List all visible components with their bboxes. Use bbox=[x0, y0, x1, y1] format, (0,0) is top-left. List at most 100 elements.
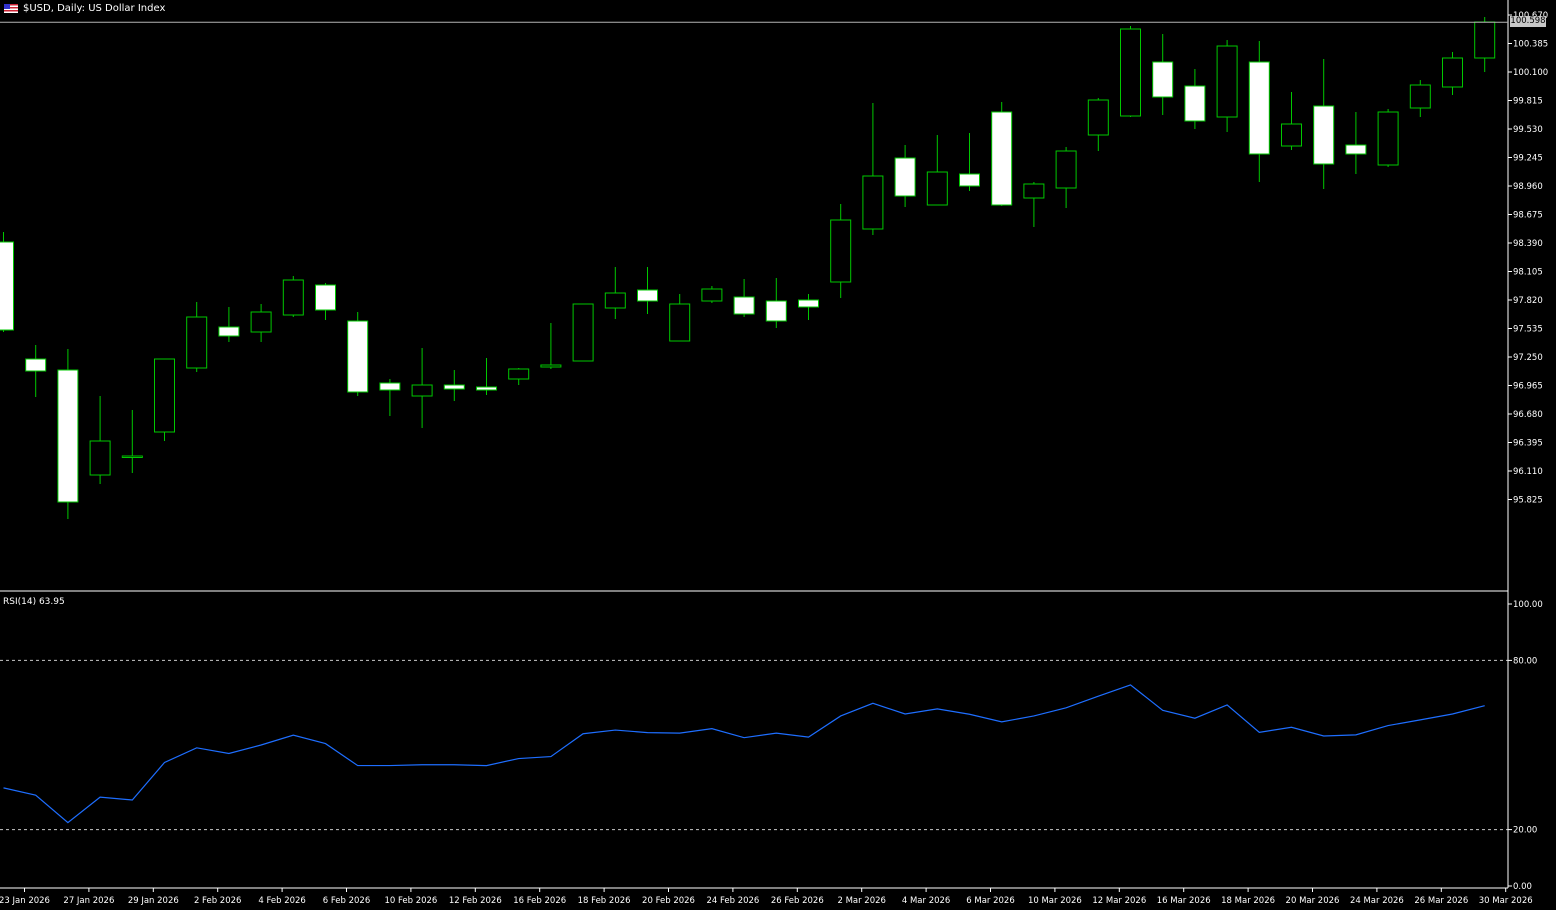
time-tick-label: 4 Mar 2026 bbox=[902, 896, 950, 906]
candle bbox=[959, 133, 980, 191]
candle-body bbox=[862, 175, 884, 230]
candle bbox=[540, 323, 562, 369]
time-tick-label: 2 Feb 2026 bbox=[194, 896, 242, 906]
time-tick-label: 18 Mar 2026 bbox=[1221, 896, 1275, 906]
price-tick-label: 100.385 bbox=[1513, 40, 1548, 50]
flag-icon bbox=[4, 4, 18, 13]
candle bbox=[347, 312, 369, 396]
candle bbox=[991, 102, 1013, 206]
rsi-axis: 100.00 80.00 20.00 0.00 bbox=[1508, 600, 1543, 892]
candle-body bbox=[1248, 61, 1270, 155]
candle bbox=[282, 276, 304, 317]
candle bbox=[250, 304, 272, 342]
candle bbox=[669, 294, 691, 342]
price-tick-label: 96.395 bbox=[1513, 439, 1543, 449]
candle-body bbox=[476, 386, 497, 391]
candle bbox=[1120, 26, 1141, 117]
candle bbox=[1087, 98, 1109, 151]
time-tick-label: 20 Mar 2026 bbox=[1286, 896, 1340, 906]
candle-body bbox=[637, 289, 658, 302]
price-tick-label: 99.530 bbox=[1513, 125, 1543, 135]
candle-body bbox=[1152, 61, 1174, 98]
candle bbox=[1281, 92, 1302, 150]
candle-body bbox=[991, 111, 1013, 206]
candle-body bbox=[508, 368, 530, 380]
current-price-tag: 100.598 bbox=[1510, 16, 1546, 27]
candle-body bbox=[1281, 123, 1302, 147]
candle bbox=[89, 396, 111, 484]
candle bbox=[121, 410, 143, 473]
time-tick-label: 2 Mar 2026 bbox=[837, 896, 885, 906]
candle-body bbox=[121, 455, 143, 458]
candle-body bbox=[572, 303, 594, 362]
candle-body bbox=[1474, 21, 1496, 59]
candle-body bbox=[57, 369, 79, 503]
time-tick-label: 24 Feb 2026 bbox=[706, 896, 759, 906]
candle-body bbox=[540, 364, 562, 368]
candle-body bbox=[186, 316, 208, 369]
candle-body bbox=[411, 384, 433, 397]
time-tick-label: 29 Jan 2026 bbox=[128, 896, 179, 906]
time-tick-label: 23 Jan 2026 bbox=[0, 896, 50, 906]
price-axis: 100.670100.385100.10099.81599.53099.2459… bbox=[1508, 11, 1548, 506]
candle bbox=[1216, 40, 1238, 132]
price-tick-label: 98.675 bbox=[1513, 211, 1543, 221]
price-tick-label: 96.965 bbox=[1513, 382, 1543, 392]
candle-body bbox=[1120, 28, 1141, 117]
candle-body bbox=[1055, 150, 1077, 189]
time-tick-label: 26 Mar 2026 bbox=[1414, 896, 1468, 906]
candlestick-series bbox=[0, 17, 1496, 519]
price-tick-label: 96.110 bbox=[1513, 467, 1543, 477]
candle bbox=[476, 358, 497, 395]
candle bbox=[1184, 69, 1206, 129]
candle bbox=[379, 379, 401, 416]
candle bbox=[0, 232, 14, 332]
price-tick-label: 98.390 bbox=[1513, 239, 1543, 249]
candle-body bbox=[1023, 183, 1045, 199]
candle-body bbox=[894, 157, 916, 197]
time-tick-label: 12 Feb 2026 bbox=[449, 896, 502, 906]
price-tick-label: 99.815 bbox=[1513, 97, 1543, 107]
candle bbox=[25, 345, 47, 397]
candle bbox=[572, 303, 594, 362]
candle-body bbox=[89, 440, 111, 476]
time-tick-label: 4 Feb 2026 bbox=[258, 896, 306, 906]
candle bbox=[733, 279, 755, 317]
candle bbox=[508, 368, 530, 385]
candle bbox=[1055, 147, 1077, 208]
time-tick-label: 18 Feb 2026 bbox=[578, 896, 631, 906]
candle-body bbox=[1087, 99, 1109, 136]
candle bbox=[701, 286, 723, 303]
candle-body bbox=[1345, 144, 1367, 155]
candle bbox=[57, 349, 79, 519]
time-tick-label: 20 Feb 2026 bbox=[642, 896, 695, 906]
candle-body bbox=[0, 241, 14, 331]
time-tick-label: 30 Mar 2026 bbox=[1479, 896, 1533, 906]
candle-body bbox=[1313, 105, 1335, 165]
candle-body bbox=[154, 358, 175, 433]
candle bbox=[798, 294, 819, 320]
time-tick-label: 12 Mar 2026 bbox=[1092, 896, 1146, 906]
candle bbox=[1345, 112, 1367, 174]
price-tick-label: 99.245 bbox=[1513, 154, 1543, 164]
candle-body bbox=[926, 171, 948, 206]
price-tick-label: 97.250 bbox=[1513, 353, 1543, 363]
candle bbox=[830, 204, 852, 298]
rsi-label: RSI(14) 63.95 bbox=[3, 597, 65, 607]
candle bbox=[411, 348, 433, 428]
price-tick-label: 95.825 bbox=[1513, 496, 1543, 506]
candle-body bbox=[282, 279, 304, 316]
candle-body bbox=[379, 382, 401, 391]
candle-body bbox=[733, 296, 755, 315]
rsi-tick-label: 20.00 bbox=[1513, 826, 1537, 836]
time-axis: 23 Jan 2026 27 Jan 2026 29 Jan 2026 2 Feb 2… bbox=[0, 888, 1533, 906]
candle bbox=[1409, 80, 1431, 117]
rsi-tick-label: 100.00 bbox=[1513, 600, 1543, 610]
candle-body bbox=[218, 326, 240, 337]
candle bbox=[218, 307, 240, 342]
candle bbox=[1313, 59, 1335, 189]
candle-body bbox=[1184, 85, 1206, 122]
candle-body bbox=[25, 358, 47, 372]
chart-title: $USD, Daily: US Dollar Index bbox=[4, 3, 165, 14]
